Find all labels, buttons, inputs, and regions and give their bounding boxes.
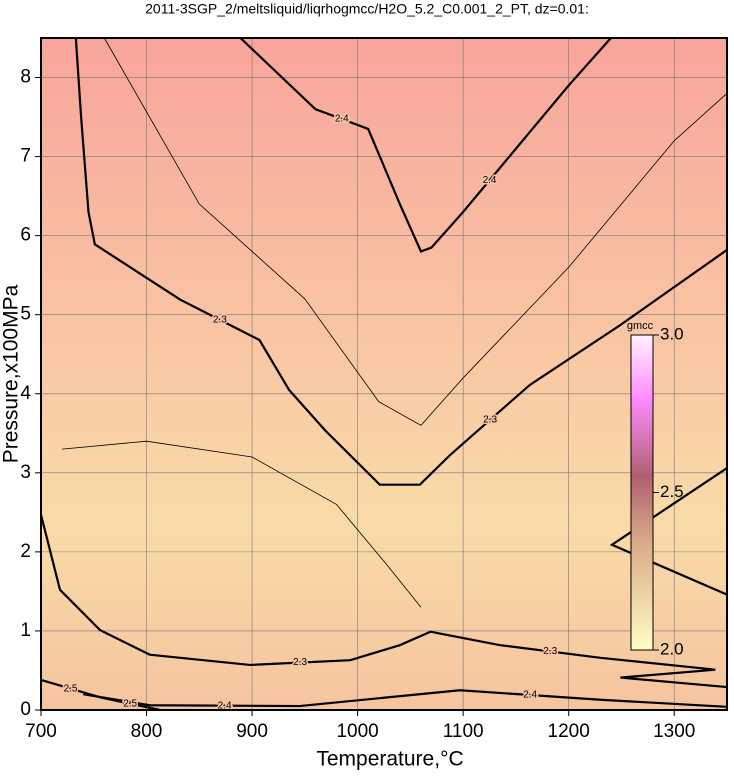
x-tick-label: 1000 xyxy=(336,721,378,742)
colorbar-label: gmcc xyxy=(627,320,654,332)
contour-line xyxy=(62,440,422,608)
y-tick-label: 2 xyxy=(20,541,31,562)
contour-line xyxy=(103,37,728,426)
colorbar-tick-label: 2.0 xyxy=(660,639,684,658)
colorbar-tick-label: 2.5 xyxy=(660,482,684,501)
contour-line xyxy=(609,467,728,596)
colorbar xyxy=(630,334,654,651)
x-tick-label: 1200 xyxy=(548,721,590,742)
plot-background xyxy=(41,38,727,710)
contour-label: 2.3 xyxy=(293,657,307,668)
contour-line xyxy=(74,37,728,486)
contour-line xyxy=(40,678,161,712)
y-tick-label: 4 xyxy=(20,383,31,404)
contour-label: 2.4 xyxy=(335,114,349,125)
frame xyxy=(40,37,728,711)
x-tick-label: 800 xyxy=(131,721,163,742)
contour-label: 2.3 xyxy=(213,314,227,325)
y-axis-label: Pressure,x100MPa xyxy=(0,284,23,463)
y-tick-label: 6 xyxy=(20,225,31,246)
contour-label: 2.4 xyxy=(523,690,537,701)
contour-line xyxy=(83,689,728,708)
chart-title: 2011-3SGP_2/meltsliquid/liqrhogmcc/H2O_5… xyxy=(145,1,589,17)
y-tick-label: 1 xyxy=(20,620,31,641)
contour-label: 2.5 xyxy=(123,698,137,709)
y-tick-label: 0 xyxy=(20,699,31,720)
contour-line xyxy=(39,514,728,689)
x-tick-label: 700 xyxy=(25,721,57,742)
y-tick-label: 7 xyxy=(20,146,31,167)
y-tick-label: 3 xyxy=(20,462,31,483)
y-tick-label: 5 xyxy=(20,304,31,325)
contour-label: 2.3 xyxy=(543,646,557,657)
contour-label: 2.3 xyxy=(483,414,497,425)
x-tick-label: 1300 xyxy=(653,721,695,742)
colorbar-tick-label: 3.0 xyxy=(660,324,684,343)
x-axis-label: Temperature,°C xyxy=(316,748,463,771)
contour-label: 2.4 xyxy=(483,175,497,186)
x-tick-label: 900 xyxy=(236,721,268,742)
x-tick-label: 1100 xyxy=(443,721,484,742)
contour-line xyxy=(239,37,612,253)
y-tick-label: 8 xyxy=(20,67,31,88)
contour-label: 2.5 xyxy=(64,683,78,694)
